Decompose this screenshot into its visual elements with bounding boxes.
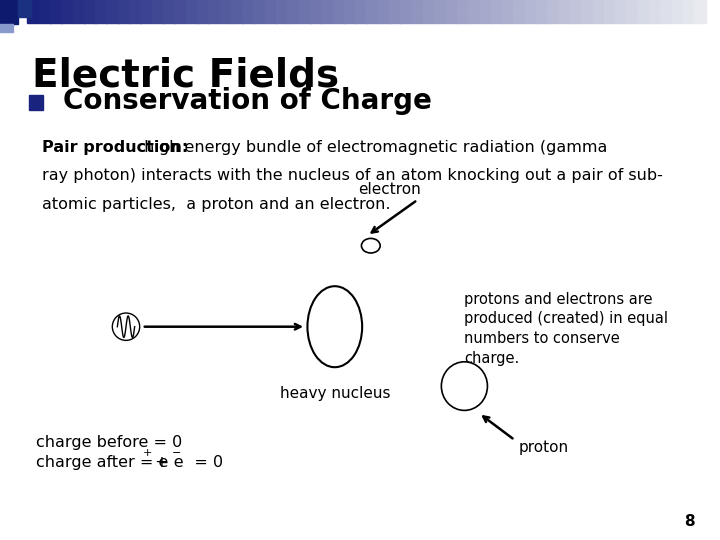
Text: −: −: [172, 448, 181, 458]
Bar: [333, 0, 345, 23]
Text: protons and electrons are
produced (created) in equal
numbers to conserve
charge: protons and electrons are produced (crea…: [464, 292, 668, 366]
Text: Electric Fields: Electric Fields: [32, 57, 340, 94]
Text: = 0: = 0: [179, 455, 222, 470]
Bar: [39, 0, 50, 23]
Text: high energy bundle of electromagnetic radiation (gamma: high energy bundle of electromagnetic ra…: [139, 140, 608, 156]
Bar: [660, 0, 672, 23]
Bar: [468, 0, 480, 23]
Bar: [321, 0, 333, 23]
Bar: [378, 0, 390, 23]
Bar: [0, 24, 13, 32]
Bar: [570, 0, 582, 23]
Bar: [287, 0, 300, 23]
Bar: [593, 0, 605, 23]
Bar: [683, 0, 695, 23]
Bar: [626, 0, 639, 23]
Text: electron: electron: [359, 182, 421, 197]
Bar: [18, 0, 31, 17]
Bar: [242, 0, 254, 23]
Bar: [389, 0, 401, 23]
Text: ray photon) interacts with the nucleus of an atom knocking out a pair of sub-: ray photon) interacts with the nucleus o…: [42, 168, 662, 184]
Bar: [29, 95, 43, 110]
Bar: [186, 0, 197, 23]
Bar: [513, 0, 526, 23]
Text: + e: + e: [150, 455, 184, 470]
Bar: [107, 0, 119, 23]
Bar: [276, 0, 288, 23]
Bar: [434, 0, 446, 23]
Text: atomic particles,  a proton and an electron.: atomic particles, a proton and an electr…: [42, 197, 390, 212]
Bar: [491, 0, 503, 23]
Bar: [208, 0, 220, 23]
Bar: [672, 0, 684, 23]
Bar: [129, 0, 141, 23]
Text: heavy nucleus: heavy nucleus: [279, 386, 390, 401]
Bar: [355, 0, 367, 23]
Bar: [344, 0, 356, 23]
Bar: [604, 0, 616, 23]
Bar: [73, 0, 85, 23]
Bar: [694, 0, 706, 23]
Bar: [27, 0, 40, 23]
Bar: [412, 0, 423, 23]
Bar: [0, 0, 18, 24]
Bar: [152, 0, 163, 23]
Bar: [547, 0, 559, 23]
Text: charge after = e: charge after = e: [36, 455, 168, 470]
Bar: [163, 0, 175, 23]
Bar: [197, 0, 209, 23]
Bar: [366, 0, 379, 23]
Text: charge before = 0: charge before = 0: [36, 435, 182, 450]
Bar: [61, 0, 73, 23]
Bar: [220, 0, 232, 23]
Bar: [174, 0, 186, 23]
Bar: [581, 0, 593, 23]
Bar: [457, 0, 469, 23]
Bar: [265, 0, 276, 23]
Bar: [400, 0, 413, 23]
Bar: [299, 0, 310, 23]
Bar: [84, 0, 96, 23]
Bar: [253, 0, 266, 23]
Text: 8: 8: [684, 514, 695, 529]
Text: +: +: [143, 448, 152, 458]
Bar: [310, 0, 322, 23]
Bar: [525, 0, 537, 23]
Bar: [446, 0, 458, 23]
Bar: [50, 0, 62, 23]
Text: Conservation of Charge: Conservation of Charge: [63, 87, 432, 115]
Text: Pair production:: Pair production:: [42, 140, 188, 156]
Bar: [638, 0, 649, 23]
Bar: [95, 0, 107, 23]
Bar: [559, 0, 571, 23]
Bar: [480, 0, 492, 23]
Bar: [502, 0, 514, 23]
Bar: [118, 0, 130, 23]
Bar: [649, 0, 661, 23]
Bar: [615, 0, 627, 23]
Bar: [231, 0, 243, 23]
Bar: [536, 0, 548, 23]
Bar: [423, 0, 435, 23]
Text: proton: proton: [518, 440, 569, 455]
Bar: [140, 0, 153, 23]
